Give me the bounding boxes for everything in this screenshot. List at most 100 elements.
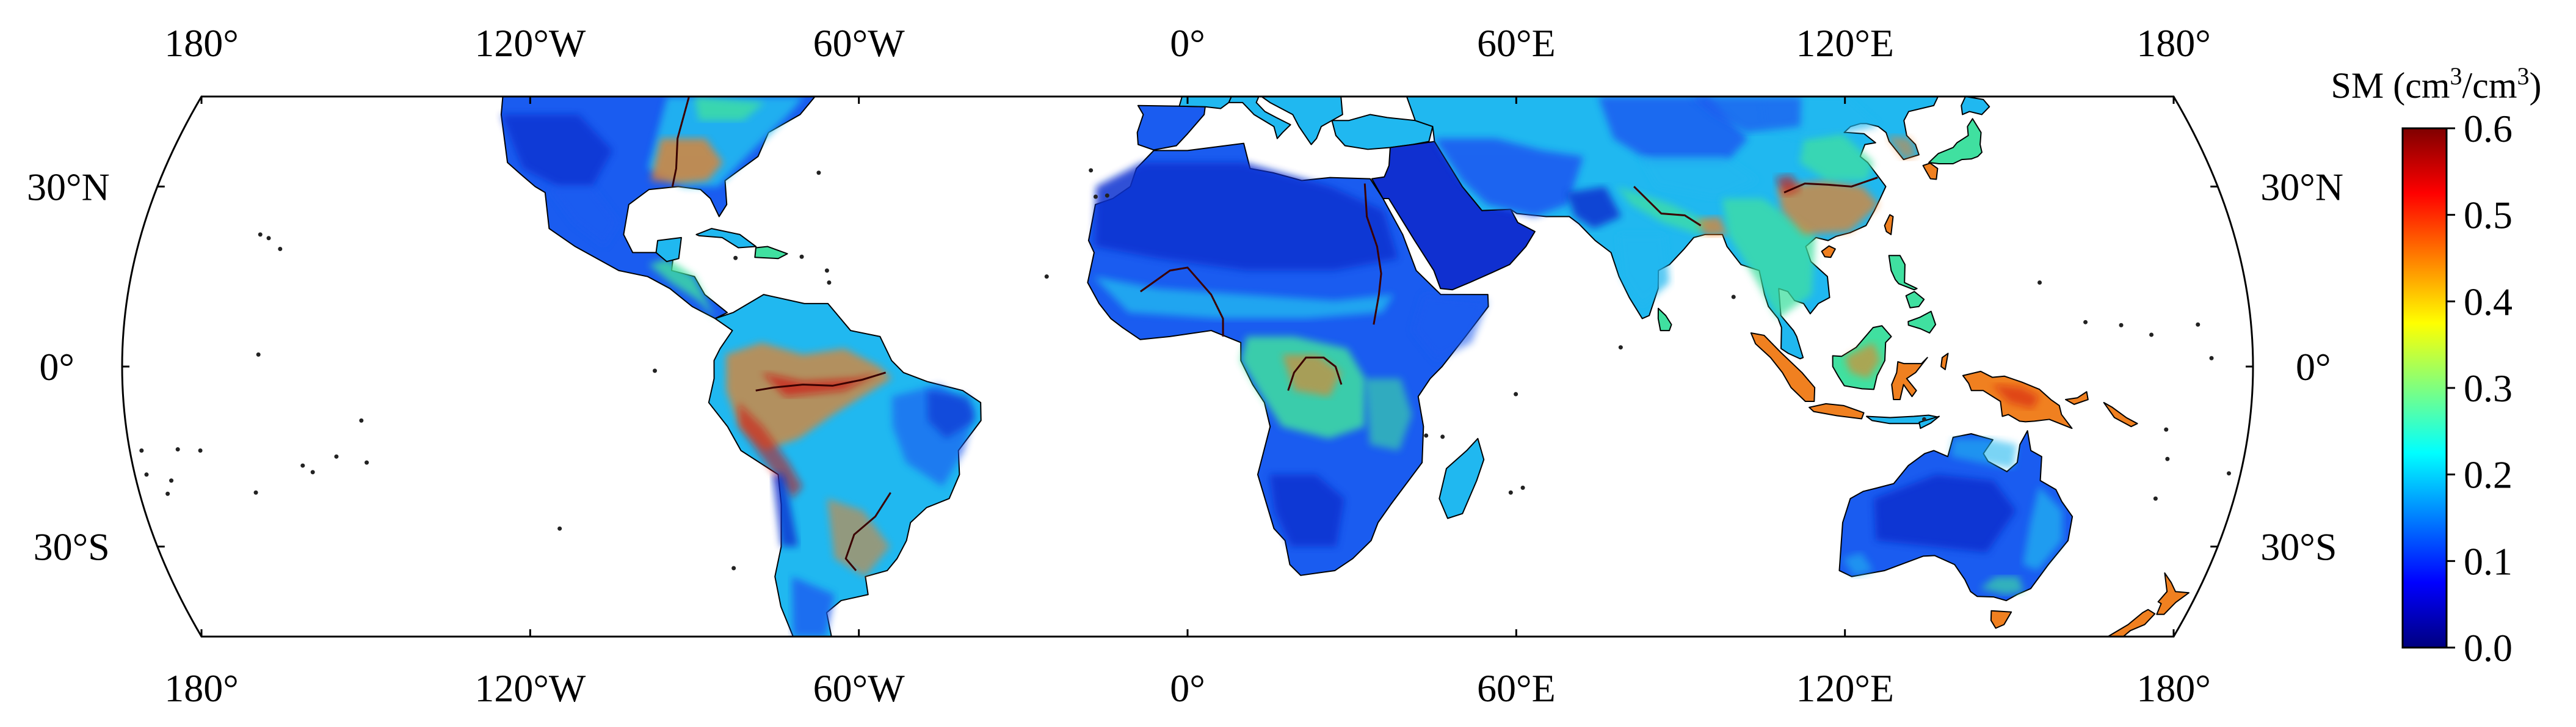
sichuan-saturated	[1775, 174, 1801, 196]
pampas-wet	[827, 499, 890, 577]
bangladesh-very-wet	[1697, 216, 1729, 236]
small-island-marker	[731, 566, 736, 571]
colorbar-title-sup1: 3	[2450, 62, 2462, 90]
small-island-marker	[1153, 46, 1158, 51]
top-lon-label-180w: 180°	[164, 21, 239, 65]
small-island-marker	[266, 236, 271, 241]
small-island-marker	[258, 232, 263, 237]
mexico-dry	[546, 186, 620, 247]
bottom-lon-label-180e: 180°	[2136, 667, 2211, 710]
java-land	[1809, 403, 1865, 420]
balkans-greece-land	[1261, 97, 1343, 145]
small-island-marker	[827, 280, 832, 285]
small-island-marker	[1424, 433, 1429, 438]
anatolia-land	[1331, 114, 1434, 150]
australia-southeast-wet	[1980, 576, 2024, 595]
hainan-land	[1821, 245, 1836, 258]
small-island-marker	[1044, 274, 1049, 279]
hispaniola-land	[754, 246, 788, 260]
colorbar-title-mid: /cm	[2462, 65, 2517, 106]
land-layer	[139, 46, 2231, 637]
top-lon-label-120w: 120°W	[474, 21, 586, 65]
small-island-marker	[175, 447, 180, 452]
small-island-marker	[310, 470, 315, 475]
small-island-marker	[2164, 427, 2169, 432]
small-island-marker	[1618, 345, 1623, 350]
small-island-marker	[1093, 194, 1098, 199]
colorbar-tick-label-0-1: 0.1	[2464, 539, 2513, 583]
france-south-land	[1178, 97, 1232, 109]
small-island-marker	[557, 526, 562, 531]
bottom-lon-labels: 180° 120°W 60°W 0° 60°E 120°E 180°	[164, 667, 2211, 710]
top-lon-label-60e: 60°E	[1477, 21, 1556, 65]
gangetic-plain-wet	[1617, 186, 1710, 235]
northeast-brazil-dry	[927, 390, 976, 439]
small-island-marker	[1440, 434, 1445, 439]
top-lon-labels: 180° 120°W 60°W 0° 60°E 120°E 180°	[164, 21, 2211, 65]
south-china-very-wet	[1777, 180, 1879, 235]
atacama-dry	[772, 474, 799, 547]
right-lat-labels: 30°N 0° 30°S	[2260, 165, 2343, 568]
new-zealand-north-land	[2156, 572, 2190, 615]
colorbar-title-sup2: 3	[2517, 62, 2530, 90]
horn-of-africa-dry	[1412, 294, 1489, 361]
left-lat-label-30n: 30°N	[27, 165, 110, 208]
small-island-marker	[1731, 294, 1736, 299]
italy-land	[1228, 97, 1291, 139]
congo-river	[1287, 356, 1343, 391]
sumatra-land	[1750, 332, 1816, 402]
small-island-marker	[2119, 323, 2124, 327]
australia-interior-dry	[1873, 474, 2016, 553]
madagascar-land	[1439, 437, 1485, 519]
small-island-marker	[169, 478, 174, 483]
arabia-land	[1371, 141, 1536, 291]
colorbar-tick-label-0-4: 0.4	[2464, 280, 2513, 323]
right-lat-label-0: 0°	[2296, 345, 2331, 389]
north-america-great-lakes-wet	[694, 97, 764, 121]
colorbar: SM (cm3/cm3) 0.6 0.5 0.4 0.3 0.2 0.1 0.0	[2331, 62, 2542, 670]
colorbar-title-prefix: SM (cm	[2331, 65, 2450, 106]
small-island-marker	[198, 448, 203, 453]
bottom-lon-label-180w: 180°	[164, 667, 239, 710]
top-lon-label-60w: 60°W	[813, 21, 905, 65]
colorbar-tick-label-0-0: 0.0	[2464, 626, 2513, 670]
small-island-marker	[2153, 496, 2158, 501]
small-island-marker	[1921, 417, 1926, 422]
small-island-marker	[365, 460, 369, 465]
map-panel	[121, 46, 2254, 638]
amazon-very-wet	[725, 342, 892, 451]
central-america-wet	[648, 258, 716, 319]
thar-dry	[1566, 186, 1622, 229]
small-island-marker	[1520, 485, 1525, 490]
small-island-marker	[1089, 168, 1094, 173]
sri-lanka-land	[1657, 307, 1672, 332]
taklamakan-tibet	[1598, 97, 1748, 163]
top-lon-label-120e: 120°E	[1796, 21, 1894, 65]
new-guinea-saturated	[1992, 384, 2039, 409]
top-lon-label-0: 0°	[1170, 21, 1205, 65]
solomon-islands-land	[2103, 401, 2138, 428]
japan-hokkaido-land	[1961, 97, 1990, 115]
korea-wet	[1887, 135, 1917, 159]
new-britain-land	[2065, 391, 2089, 405]
australia-east-mid	[2022, 486, 2063, 571]
north-america-southeast-very-wet	[650, 138, 723, 184]
tasmania-land	[1990, 610, 2012, 629]
ganges-river	[1633, 186, 1702, 227]
bottom-lon-label-60w: 60°W	[813, 667, 905, 710]
nile-river	[1363, 183, 1382, 325]
small-island-marker	[256, 352, 261, 357]
timor-land	[1918, 415, 1940, 429]
mongolia-gobi-dry	[1691, 97, 1801, 133]
colorbar-bar	[2401, 127, 2448, 649]
small-island-marker	[1105, 193, 1109, 198]
left-lat-label-0: 0°	[39, 345, 74, 389]
bottom-lon-label-60e: 60°E	[1477, 667, 1556, 710]
small-island-marker	[653, 368, 658, 373]
sahel-mid	[1094, 276, 1394, 319]
kalahari-dry	[1269, 474, 1345, 547]
japan-honshu-land	[1928, 118, 1983, 165]
small-island-marker	[2149, 332, 2154, 337]
small-island-marker	[816, 170, 821, 175]
